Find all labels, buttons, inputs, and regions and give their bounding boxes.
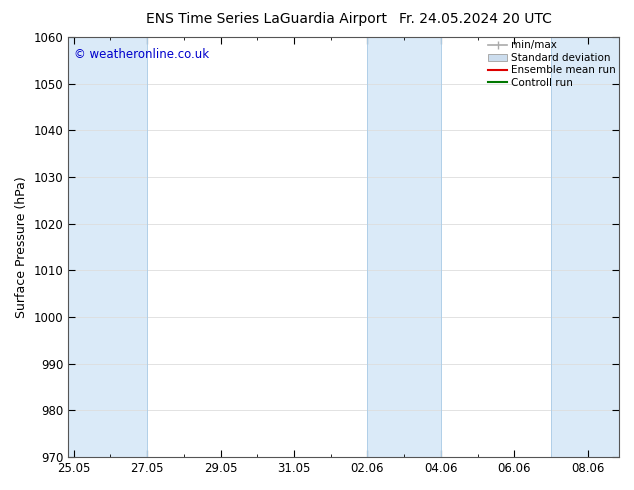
Text: © weatheronline.co.uk: © weatheronline.co.uk [74, 48, 209, 61]
Bar [551, 37, 619, 457]
Text: Fr. 24.05.2024 20 UTC: Fr. 24.05.2024 20 UTC [399, 12, 552, 26]
Y-axis label: Surface Pressure (hPa): Surface Pressure (hPa) [15, 176, 28, 318]
Bar [368, 37, 441, 457]
Bar [68, 37, 147, 457]
Text: ENS Time Series LaGuardia Airport: ENS Time Series LaGuardia Airport [146, 12, 387, 26]
Legend: min/max, Standard deviation, Ensemble mean run, Controll run: min/max, Standard deviation, Ensemble me… [488, 40, 616, 88]
